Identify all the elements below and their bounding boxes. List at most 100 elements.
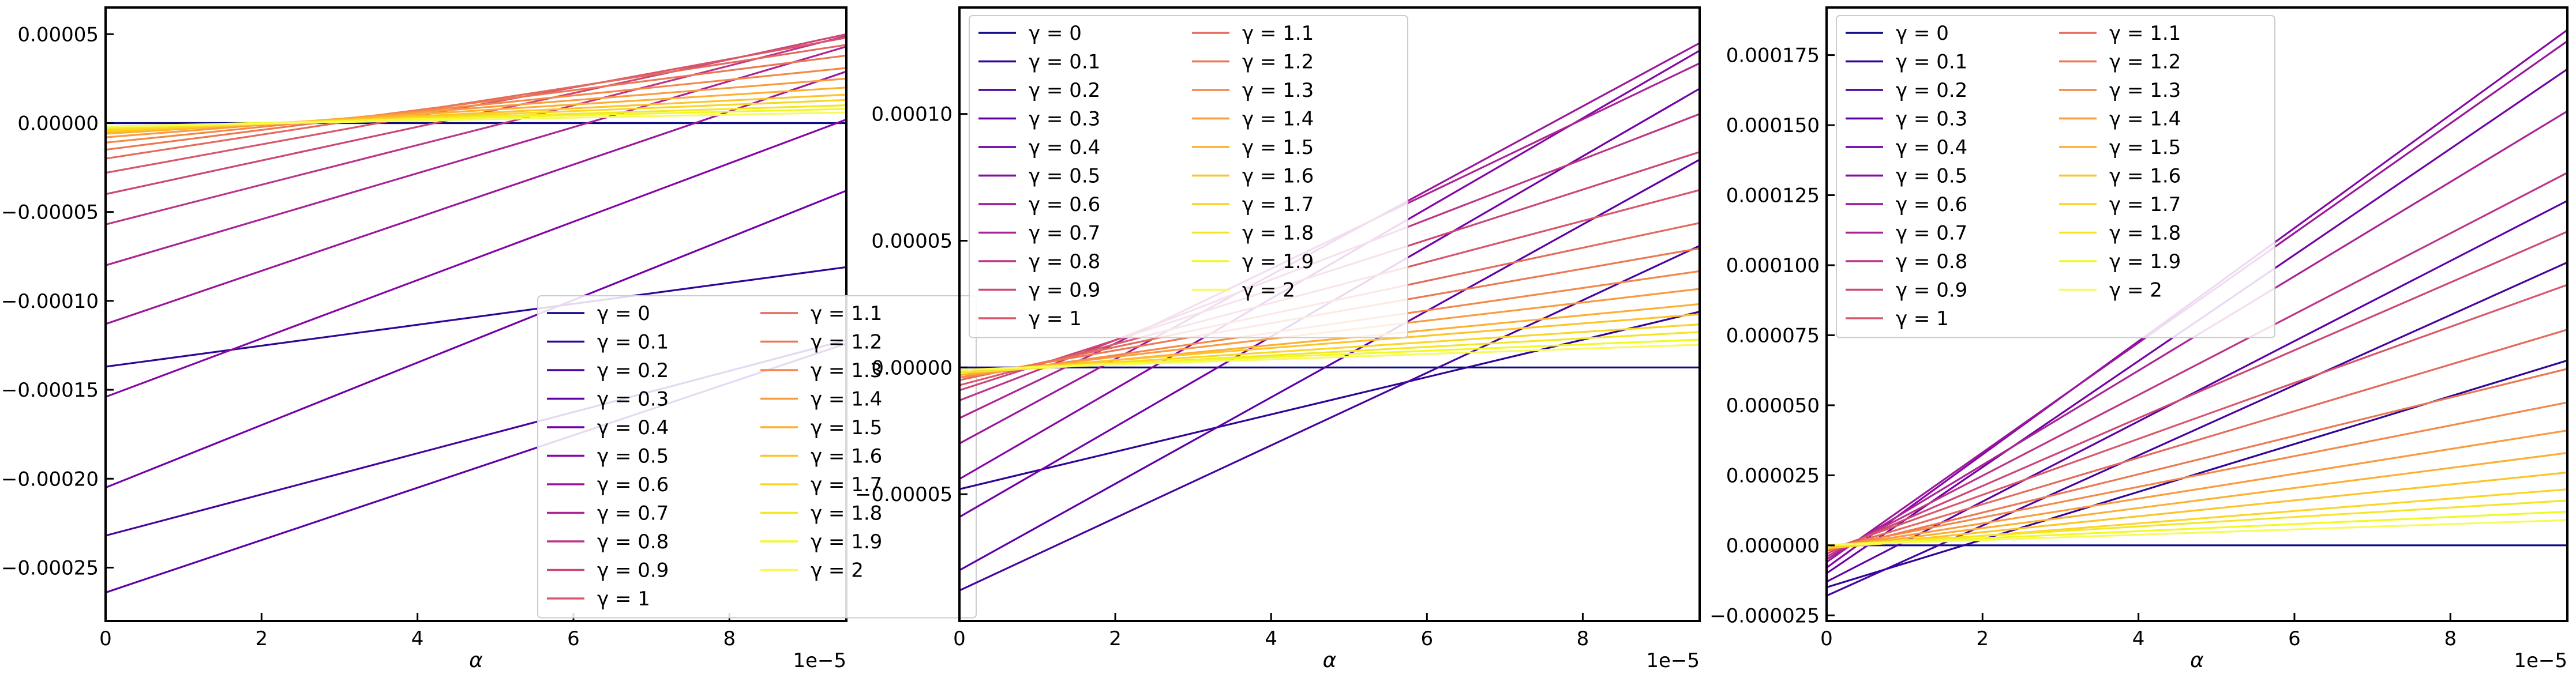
y-tick-label: 0.00000 [871,356,953,379]
y-tick-label: −0.00025 [1,556,99,579]
y-tick-label: 0.000050 [1726,394,1820,417]
x-tick-label: 0 [99,627,112,650]
x-axis-label: α [469,649,483,672]
legend-label: γ = 0.9 [597,559,669,582]
y-tick-label: −0.00005 [1,201,99,224]
series-line-gamma-0-1 [1827,359,2567,589]
series-line-gamma-1-4 [1827,430,2567,549]
y-tick-label: 0.00005 [17,23,99,46]
legend: γ = 0 γ = 0.1 γ = 0.2 γ = 0.3 γ = 0.4 γ = 0.5… [1836,15,2275,338]
x-tick-label: 6 [1420,627,1433,650]
legend-label: γ = 0.2 [597,359,669,382]
series-line-gamma-0-7 [106,46,846,266]
legend-label: γ = 1.5 [1242,136,1314,159]
y-tick-label: 0.000075 [1726,324,1820,347]
series-line-gamma-1-6 [1827,471,2567,549]
legend-label: γ = 2 [2109,279,2162,302]
legend-label: γ = 1.3 [811,359,882,382]
y-tick-label: 0.000125 [1726,184,1820,208]
series-line-gamma-1-8 [1827,499,2567,547]
legend-label: γ = 1.6 [2109,165,2181,188]
series-line-gamma-1-9 [1827,510,2567,547]
series-line-gamma-1-5 [1827,451,2567,549]
legend-label: γ = 1.3 [2109,79,2181,102]
axes-frame [1825,6,2568,622]
legend-label: γ = 0.5 [1896,165,1967,188]
legend-label: γ = 2 [1242,279,1295,302]
legend-label: γ = 1.7 [1242,193,1314,216]
series-line-gamma-0-5 [106,118,846,398]
x-tick-label: 6 [567,627,580,650]
legend-label: γ = 0 [597,302,650,325]
legend-label: γ = 0 [1896,22,1949,45]
legend-label: γ = 1.2 [811,331,882,354]
legend-label: γ = 1.5 [811,416,882,439]
series-line-gamma-0-3 [1827,199,2567,583]
y-tick-label: 0.00010 [871,103,953,126]
legend-box [1836,15,2275,338]
legend-label: γ = 1.8 [2109,222,2181,245]
legend-label: γ = 1.6 [1242,165,1314,188]
legend-label: γ = 1.2 [1242,51,1314,74]
y-tick-label: 0.000175 [1726,44,1820,67]
x-tick-label: 4 [1265,627,1277,650]
x-offset-label: 1e−5 [793,649,846,672]
legend-label: γ = 0.6 [1029,193,1100,216]
legend-label: γ = 1.4 [2109,108,2181,131]
legend-label: γ = 0.8 [1896,250,1967,273]
series-line-gamma-0-6 [106,70,846,325]
series-lines [106,33,846,594]
legend-box [969,15,1408,338]
y-tick-label: −0.00020 [1,468,99,491]
legend-label: γ = 0.8 [1029,250,1100,273]
legend-label: γ = 1.9 [2109,250,2181,273]
x-tick-label: 2 [1976,627,1989,650]
series-line-gamma-1-2 [106,54,846,151]
series-line-gamma-1-3 [106,67,846,144]
series-line-gamma-2 [1827,519,2567,547]
axes-frame [958,6,1701,622]
series-line-gamma-1-2 [1827,368,2567,552]
legend-label: γ = 1.8 [811,502,882,525]
x-axis-label: α [2190,649,2204,672]
series-line-gamma-2 [106,111,846,128]
legend-label: γ = 0.7 [597,502,669,525]
y-tick-label: −0.00015 [1,379,99,402]
series-line-gamma-2 [959,344,1700,371]
y-tick-label: 0.000150 [1726,114,1820,137]
legend-label: γ = 0.5 [597,445,669,468]
legend-label: γ = 0.2 [1896,79,1967,102]
series-line-gamma-1 [1827,284,2567,552]
series-line-gamma-0-1 [959,311,1700,490]
series-line-gamma-1-6 [959,313,1700,374]
chart-panel-1: 0 2 4 6 8 −0.00025 −0.00020 −0.00015 −0.00010 −0.… [1,6,977,672]
y-tick-label: −0.00010 [1,290,99,313]
legend-label: γ = 1.3 [1242,79,1314,102]
legend-label: γ = 0.7 [1896,222,1967,245]
x-tick-label: 8 [723,627,736,650]
x-tick-label: 4 [411,627,424,650]
legend-label: γ = 0.2 [1029,79,1100,102]
series-line-gamma-0-9 [1827,231,2567,555]
legend-label: γ = 1.4 [1242,108,1314,131]
x-tick-label: 4 [2132,627,2145,650]
legend-label: γ = 0.6 [597,473,669,496]
legend-label: γ = 0.1 [1029,51,1100,74]
legend-label: γ = 1 [1029,307,1082,330]
legend-label: γ = 0 [1029,22,1082,45]
legend-label: γ = 0.4 [597,416,669,439]
x-tick-label: 8 [1577,627,1589,650]
legend-label: γ = 1 [597,588,650,611]
legend-label: γ = 1.9 [811,530,882,553]
legend-label: γ = 0.8 [597,530,669,553]
chart-panel-2: 0 2 4 6 8 −0.00005 0.00000 0.00005 0.00010 α 1e−5 γ… [855,6,1701,672]
legend-label: γ = 1.7 [2109,193,2181,216]
x-tick-label: 8 [2444,627,2457,650]
series-line-gamma-1-3 [1827,401,2567,549]
legend-label: γ = 1.5 [2109,136,2181,159]
series-line-gamma-0-3 [959,159,1700,571]
legend-label: γ = 1.1 [811,302,882,325]
legend: γ = 0 γ = 0.1 γ = 0.2 γ = 0.3 γ = 0.4 γ = 0.5… [537,295,977,619]
series-line-gamma-0-8 [106,35,846,225]
legend-label: γ = 0.3 [1029,108,1100,131]
